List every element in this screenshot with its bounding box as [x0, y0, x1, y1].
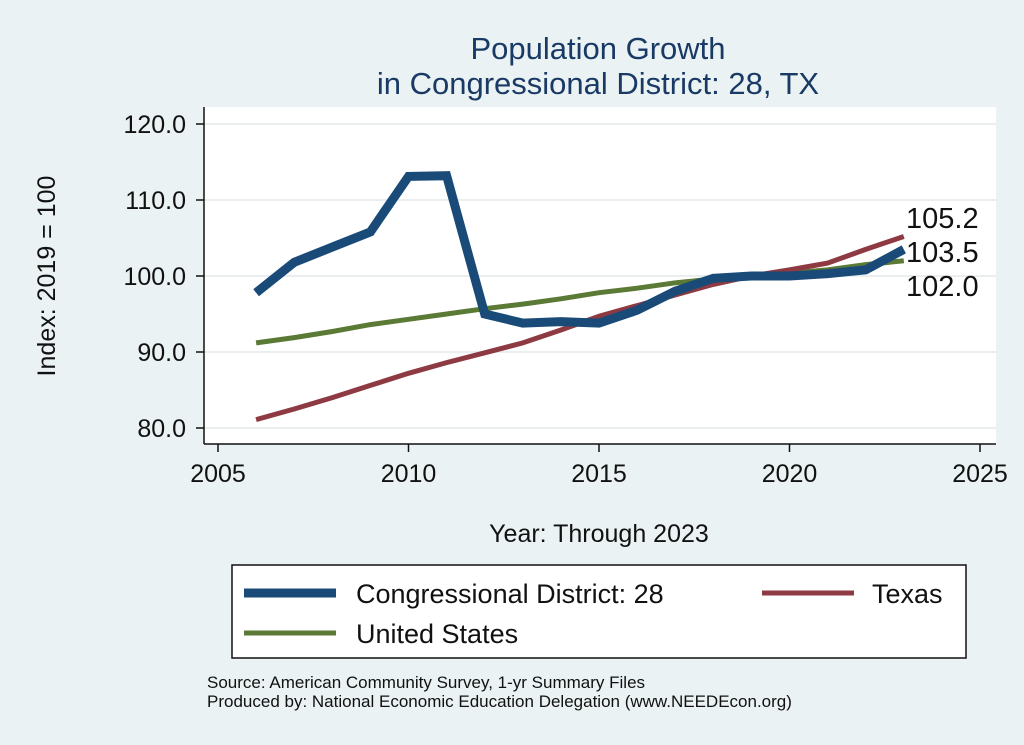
legend: Congressional District: 28 Texas United St…: [231, 564, 967, 659]
legend-label: Texas: [872, 579, 943, 609]
y-tick-label: 90.0: [137, 339, 186, 367]
x-axis-title: Year: Through 2023: [489, 520, 709, 548]
y-tick-label: 100.0: [123, 263, 186, 291]
legend-label: United States: [356, 619, 518, 649]
source-note: Source: American Community Survey, 1-yr …: [207, 673, 645, 692]
y-axis-title: Index: 2019 = 100: [33, 176, 61, 377]
end-label: 102.0: [906, 271, 979, 303]
legend-box: [231, 564, 967, 659]
end-label: 105.2: [906, 203, 979, 235]
x-tick-label: 2025: [952, 460, 1008, 488]
y-tick-label: 80.0: [137, 415, 186, 443]
x-tick-label: 2010: [381, 460, 437, 488]
x-tick-label: 2020: [762, 460, 818, 488]
y-tick-label: 120.0: [123, 111, 186, 139]
end-label: 103.5: [906, 237, 979, 269]
x-tick-label: 2015: [571, 460, 627, 488]
series-line-congressional-district-28: [253, 171, 906, 328]
produced-by-note: Produced by: National Economic Education…: [207, 692, 792, 711]
chart-title: Population Growth: [470, 31, 725, 66]
y-tick-label: 110.0: [125, 187, 186, 215]
legend-label: Congressional District: 28: [356, 579, 664, 609]
series-lines: [253, 171, 906, 423]
x-tick-label: 2005: [190, 460, 246, 488]
x-axis: 2005 2010 2015 2020 2025: [190, 443, 1008, 488]
gridlines: [204, 123, 996, 429]
chart-subtitle: in Congressional District: 28, TX: [377, 66, 820, 101]
y-axis: 80.0 90.0 100.0 110.0 120.0: [123, 107, 205, 444]
